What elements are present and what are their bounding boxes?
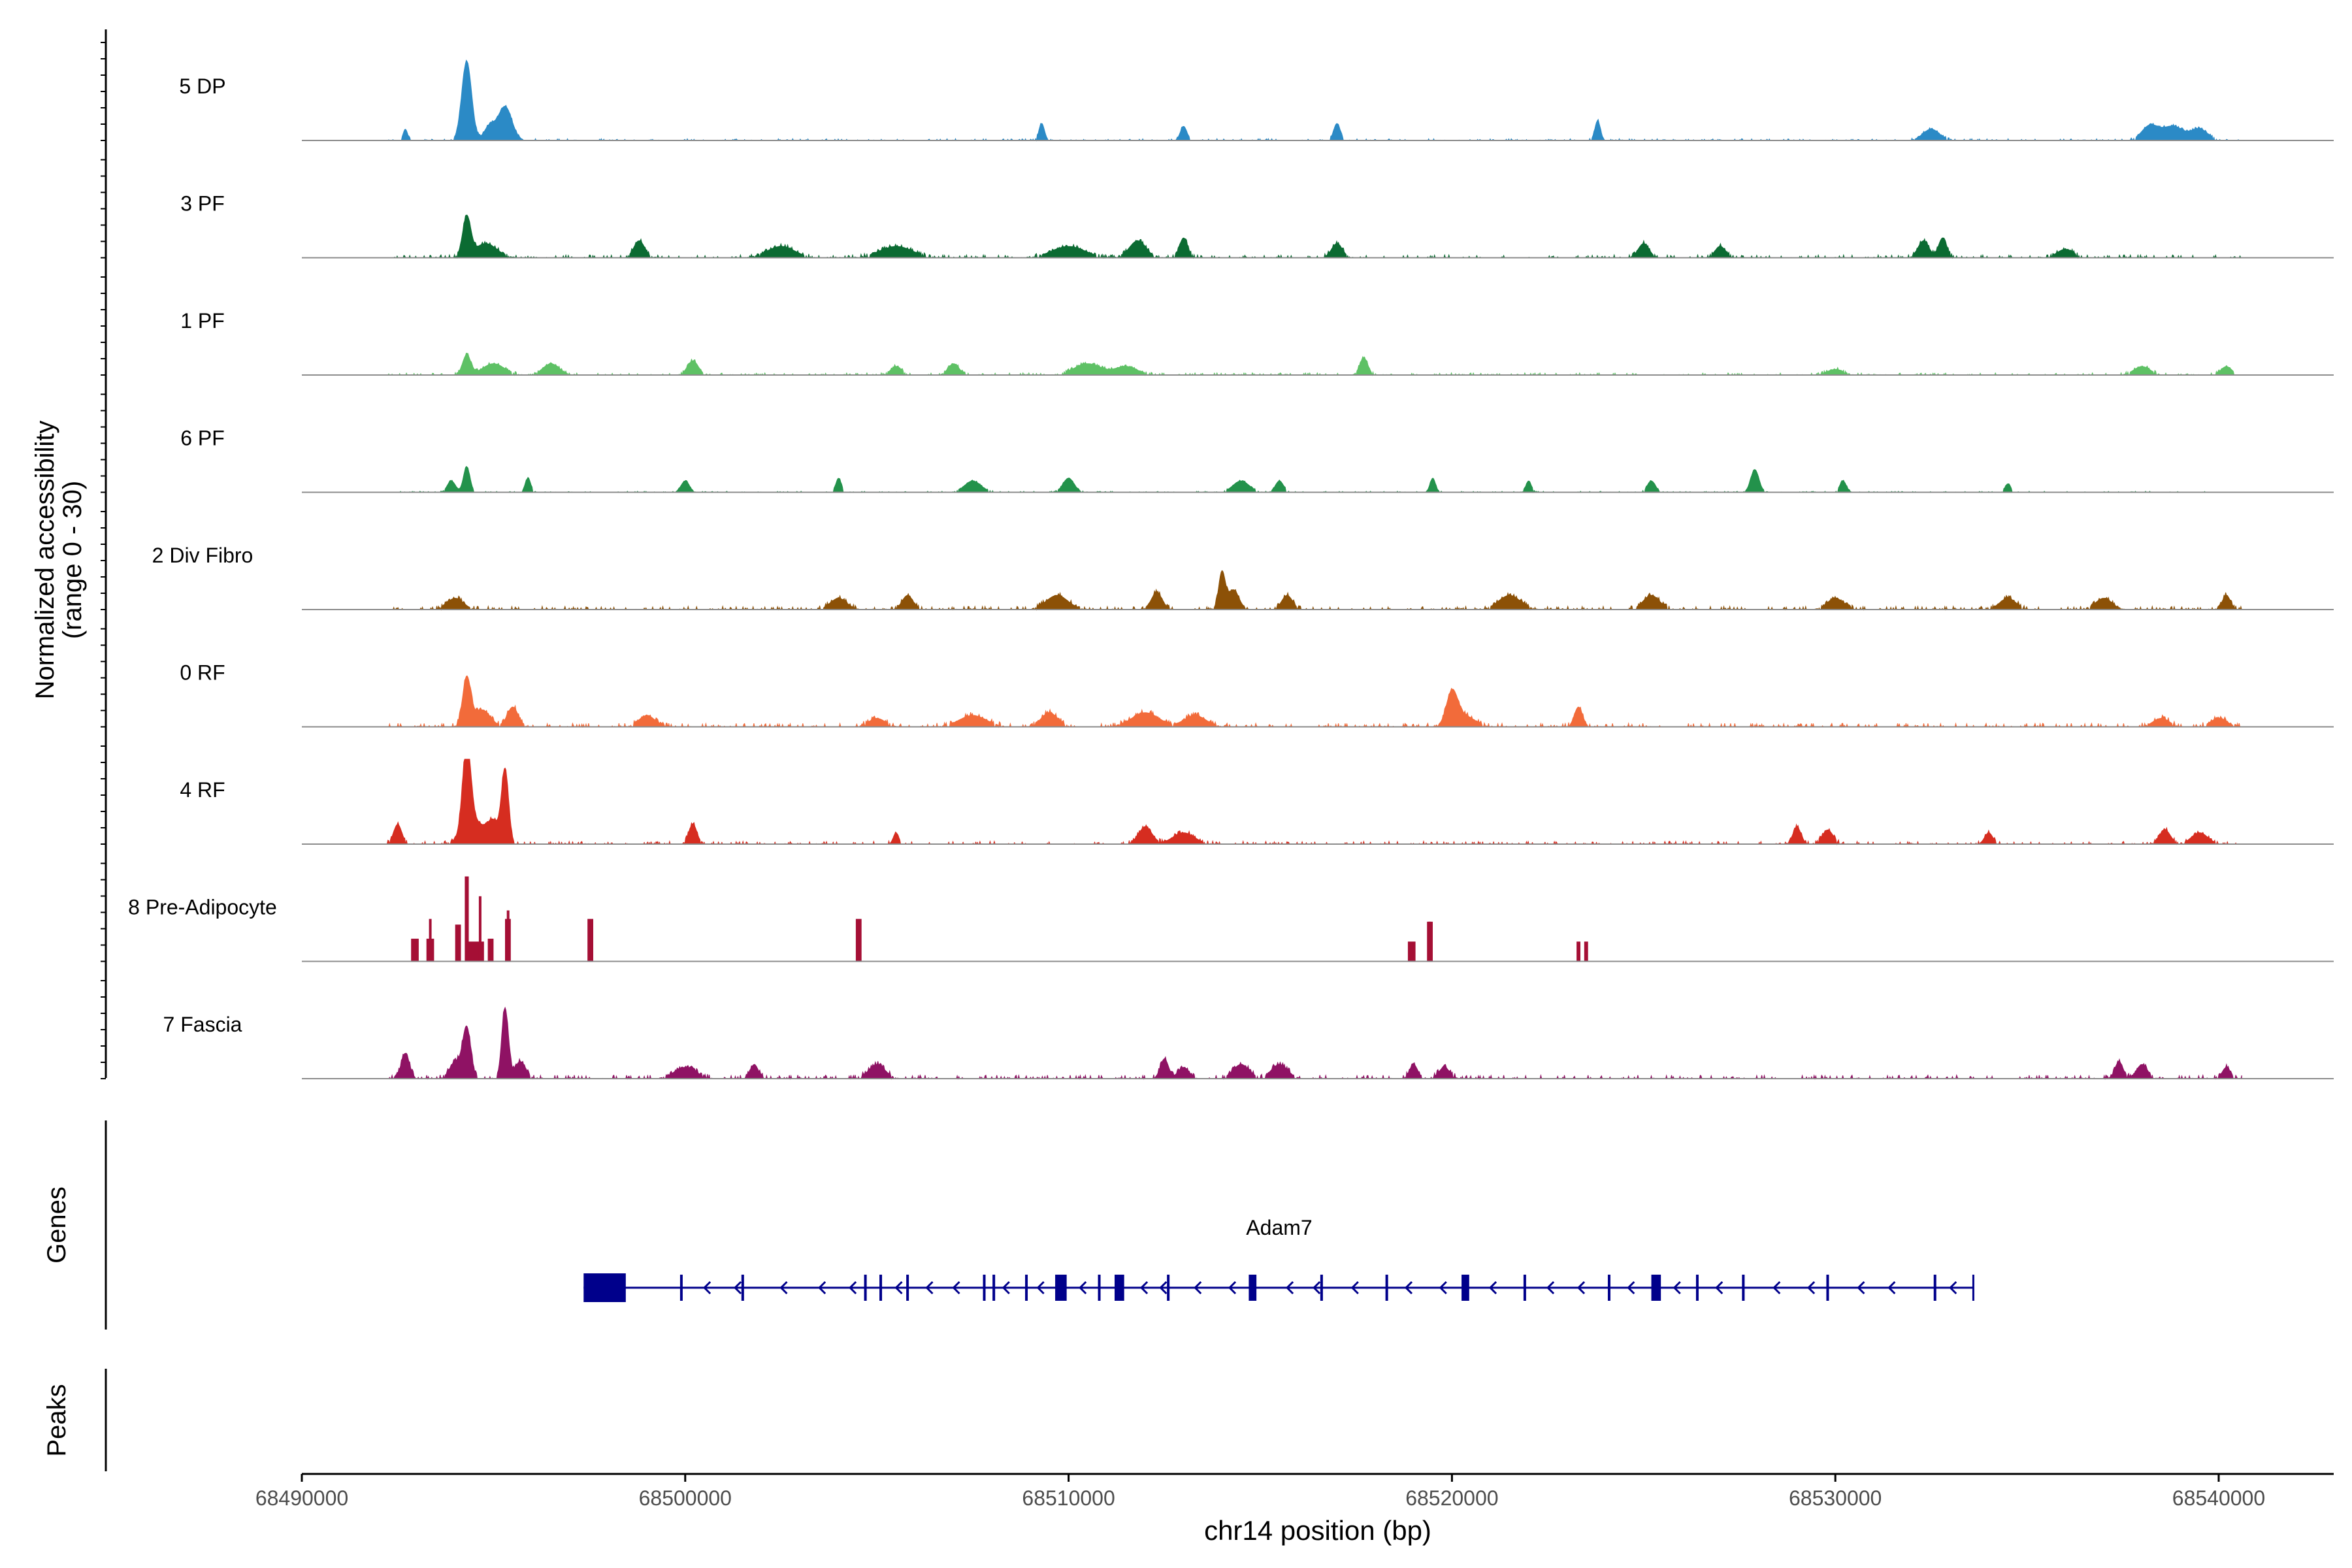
- gene-utr-exon: [583, 1273, 626, 1302]
- coverage-spike: [857, 919, 860, 962]
- strand-arrow: [1139, 1281, 1149, 1295]
- strand-arrow: [818, 1281, 826, 1295]
- track-label: 3 PF: [180, 192, 225, 216]
- coverage-area: [386, 466, 2242, 494]
- strand-arrow: [1159, 1281, 1168, 1295]
- track-label: 5 DP: [179, 74, 225, 98]
- coverage-block: [468, 941, 484, 962]
- coverage-block: [1576, 941, 1580, 962]
- coverage-spike: [1428, 921, 1431, 962]
- coverage-area: [386, 59, 2242, 142]
- strand-arrow: [1576, 1281, 1586, 1295]
- x-tick-label: 68510000: [1022, 1486, 1115, 1510]
- coverage-spike: [429, 919, 432, 962]
- gene-label: Adam7: [1246, 1216, 1312, 1239]
- x-tick-label: 68490000: [255, 1486, 348, 1510]
- strand-arrow: [1404, 1281, 1413, 1295]
- strand-arrow: [733, 1281, 742, 1295]
- strand-arrow: [1887, 1281, 1896, 1295]
- coverage-area: [386, 759, 2242, 845]
- y-axis-label-line2: (range 0 - 30): [58, 481, 87, 639]
- strand-arrow: [1627, 1281, 1635, 1295]
- coverage-y-ticks: [101, 42, 106, 1079]
- coverage-spike: [588, 919, 591, 962]
- coverage-spike: [506, 910, 510, 962]
- strand-arrow: [952, 1281, 960, 1295]
- gene-exon: [1055, 1275, 1067, 1301]
- coverage-area: [386, 214, 2242, 259]
- x-tick-label: 68540000: [2172, 1486, 2265, 1510]
- strand-arrow: [925, 1281, 934, 1295]
- track-label: 4 RF: [180, 778, 225, 802]
- strand-arrow: [848, 1281, 857, 1295]
- track-8-pre-adipocyte: 8 Pre-Adipocyte: [128, 876, 2334, 962]
- gene-exon: [1651, 1275, 1661, 1301]
- gene-exon: [1462, 1275, 1469, 1301]
- strand-arrow: [1806, 1281, 1816, 1295]
- track-3-pf: 3 PF: [180, 192, 2334, 259]
- coverage-area: [385, 1006, 2242, 1080]
- coverage-block: [487, 938, 494, 962]
- track-6-pf: 6 PF: [180, 427, 2334, 494]
- strand-arrow: [1313, 1281, 1321, 1295]
- strand-arrow: [1036, 1281, 1045, 1295]
- strand-arrow: [703, 1281, 711, 1295]
- x-tick-label: 68500000: [639, 1486, 732, 1510]
- coverage-tracks: 5 DP 3 PF 1 PF 6 PF 2 Div Fibro 0 RF 4 RF 8 Pre…: [128, 59, 2334, 1080]
- track-0-rf: 0 RF: [180, 661, 2334, 728]
- coverage-spike: [478, 896, 482, 962]
- track-2-div-fibro: 2 Div Fibro: [152, 544, 2334, 611]
- track-4-rf: 4 RF: [180, 759, 2334, 845]
- track-label: 6 PF: [180, 427, 225, 450]
- track-7-fascia: 7 Fascia: [163, 1006, 2334, 1080]
- strand-arrow: [779, 1281, 788, 1295]
- coverage-block: [1584, 941, 1588, 962]
- peaks-track-label: Peaks: [42, 1384, 71, 1456]
- strand-arrow: [1673, 1281, 1681, 1295]
- genes-track-label: Genes: [42, 1186, 71, 1264]
- strand-arrow: [1488, 1281, 1497, 1295]
- gene-exon: [1249, 1275, 1257, 1301]
- strand-arrow: [1772, 1281, 1781, 1295]
- track-label: 7 Fascia: [163, 1013, 242, 1036]
- strand-arrow: [1715, 1281, 1723, 1295]
- gene-exon: [1115, 1275, 1124, 1301]
- strand-arrow: [1002, 1281, 1010, 1295]
- x-axis-label: chr14 position (bp): [1204, 1515, 1431, 1546]
- strand-arrow: [1194, 1281, 1202, 1295]
- coverage-block: [411, 938, 419, 962]
- strand-arrow: [1079, 1281, 1087, 1295]
- strand-arrow: [1949, 1281, 1957, 1295]
- coverage-area: [386, 352, 2242, 376]
- strand-arrow: [1350, 1281, 1359, 1295]
- track-5-dp: 5 DP: [179, 59, 2334, 142]
- gene-model: [583, 1273, 1974, 1302]
- coverage-block: [1407, 941, 1416, 962]
- x-axis-ticks: 68490000 68500000 68510000 68520000 68530000…: [255, 1474, 2265, 1510]
- strand-arrow: [1228, 1281, 1237, 1295]
- coverage-area: [385, 570, 2242, 611]
- coverage-area: [386, 675, 2242, 728]
- y-axis-label-line1: Normalized accessibility: [31, 421, 59, 700]
- coverage-spike: [466, 876, 469, 962]
- track-label: 0 RF: [180, 661, 225, 685]
- strand-arrow: [894, 1281, 903, 1295]
- strand-arrow: [1546, 1281, 1555, 1295]
- track-label: 1 PF: [180, 309, 225, 333]
- track-label: 8 Pre-Adipocyte: [128, 896, 277, 919]
- x-tick-label: 68530000: [1789, 1486, 1882, 1510]
- strand-arrow: [1285, 1281, 1294, 1295]
- x-tick-label: 68520000: [1405, 1486, 1498, 1510]
- track-1-pf: 1 PF: [180, 309, 2334, 376]
- strand-arrow: [1439, 1281, 1447, 1295]
- track-label: 2 Div Fibro: [152, 544, 253, 567]
- coverage-block: [455, 924, 461, 962]
- strand-arrow: [1857, 1281, 1865, 1295]
